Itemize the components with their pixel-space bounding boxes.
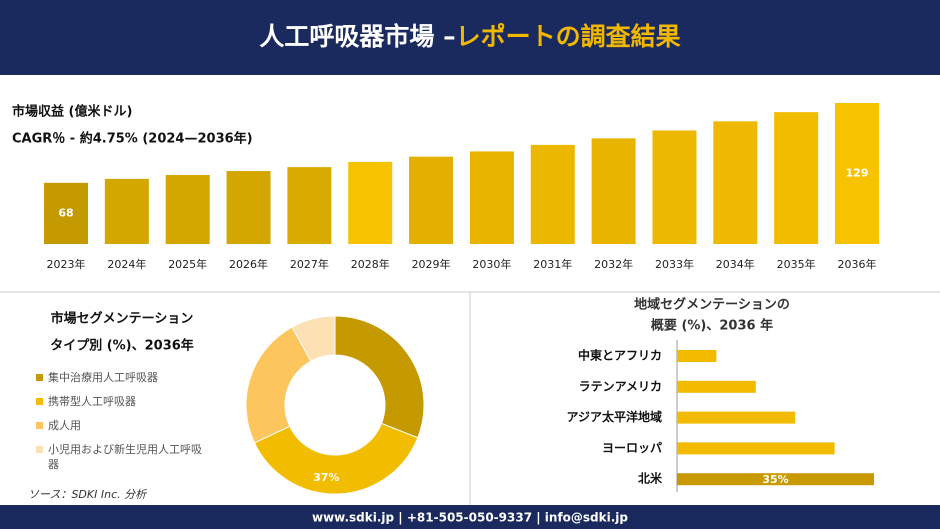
bar <box>105 179 149 244</box>
bar <box>677 350 716 362</box>
legend-item: 成人用 <box>36 418 204 433</box>
chart-subtitle: CAGR％ - 約4.75% (2024—2036年) <box>12 131 253 147</box>
bar <box>713 121 757 244</box>
y-tick-label: ヨーロッパ <box>602 441 662 455</box>
bar <box>227 171 271 244</box>
chart-title: 市場収益 (億米ドル) <box>12 104 132 120</box>
source: ソース：SDKI Inc. 分析 <box>28 488 148 501</box>
title-highlight: レポートの調査結果 <box>456 22 681 51</box>
x-tick-label: 2025年 <box>168 257 207 271</box>
bar <box>287 167 331 244</box>
legend-label: 成人用 <box>48 419 81 432</box>
legend-label: 集中治療用人工呼吸器 <box>48 371 158 384</box>
bar <box>652 130 696 244</box>
x-tick-label: 2032年 <box>594 257 633 271</box>
x-tick-label: 2023年 <box>47 257 86 271</box>
x-tick-label: 2034年 <box>716 257 755 271</box>
x-tick-label: 2033年 <box>655 257 694 271</box>
chart-title: 市場セグメンテーション <box>51 311 194 327</box>
x-tick-label: 2026年 <box>229 257 268 271</box>
x-tick-label: 2028年 <box>351 257 390 271</box>
data-label: 37% <box>313 471 339 484</box>
x-tick-label: 2035年 <box>777 257 816 271</box>
data-label: 35% <box>762 473 788 486</box>
legend-item: 携帯型人工呼吸器 <box>36 394 204 409</box>
legend-item: 集中治療用人工呼吸器 <box>36 370 204 385</box>
x-tick-label: 2029年 <box>412 257 451 271</box>
chart-subtitle: 概要 (%)、2036 年 <box>651 318 773 334</box>
y-tick-label: 中東とアフリカ <box>578 348 662 363</box>
bar <box>774 112 818 244</box>
data-label: 68 <box>58 206 73 219</box>
y-tick-label: 北米 <box>638 471 663 486</box>
legend-item: 小児用および新生児用人工呼吸器 <box>36 442 204 472</box>
legend: 集中治療用人工呼吸器携帯型人工呼吸器成人用小児用および新生児用人工呼吸器 <box>36 370 204 481</box>
donut-slice <box>335 316 424 438</box>
bar <box>677 412 795 424</box>
header-title: 人工呼吸器市場 –レポートの調査結果 <box>259 22 680 51</box>
legend-swatch <box>36 446 43 453</box>
legend-label: 小児用および新生児用人工呼吸器 <box>48 443 202 471</box>
y-tick-label: ラテンアメリカ <box>579 379 662 393</box>
x-tick-label: 2036年 <box>838 257 877 271</box>
y-tick-label: アジア太平洋地域 <box>566 409 662 424</box>
bar <box>409 157 453 244</box>
bar <box>677 381 756 393</box>
legend-swatch <box>36 374 43 381</box>
bar <box>348 162 392 244</box>
chart-subtitle: タイプ別 (%)、2036年 <box>50 338 194 354</box>
x-tick-label: 2031年 <box>533 257 572 271</box>
title: 人工呼吸器市場 – <box>259 22 455 51</box>
x-tick-label: 2030年 <box>472 257 511 271</box>
chart-title: 地域セグメンテーションの <box>634 297 790 313</box>
bar <box>166 175 210 244</box>
bar <box>531 145 575 244</box>
bar <box>677 442 835 454</box>
bar <box>592 138 636 244</box>
legend-swatch <box>36 422 43 429</box>
legend-label: 携帯型人工呼吸器 <box>48 395 136 408</box>
x-tick-label: 2027年 <box>290 257 329 271</box>
legend-swatch <box>36 398 43 405</box>
data-label: 129 <box>846 167 869 180</box>
x-tick-label: 2024年 <box>107 257 146 271</box>
bar <box>470 151 514 244</box>
footer: www.sdki.jp | +81-505-050-9337 | info@sd… <box>312 511 628 525</box>
